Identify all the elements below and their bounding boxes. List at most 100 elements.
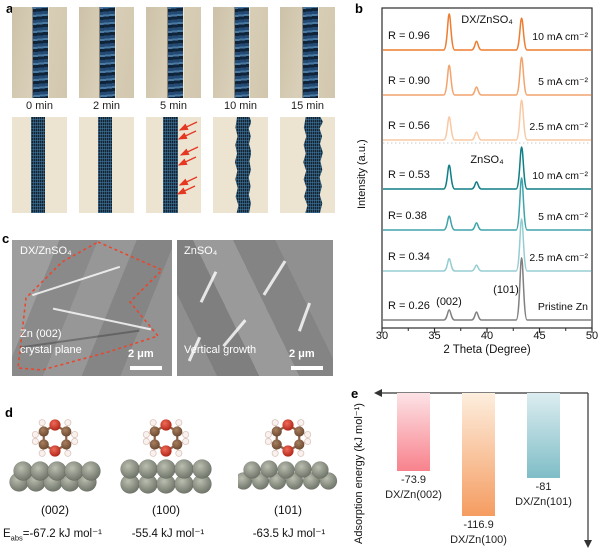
energy-category-label: DX/Zn(100) [450,534,507,546]
red-arrow-icon [178,121,198,131]
vertical-flake [262,260,287,296]
zn-strip [235,7,250,98]
electrode-photo-row1-2 [146,7,201,98]
dioxane-on-zn-model-(100) [120,419,212,494]
zn-strip [99,7,115,98]
red-arrow-icon [176,185,196,195]
electrode-photo-row2-3 [213,117,268,213]
facet-label: (101) [273,503,302,517]
xrd-group1-title: DX/ZnSO₄ [461,14,513,26]
xrd-group2-title: ZnSO₄ [470,154,504,166]
energy-value-label: -116.9 [463,519,494,531]
time-label: 2 min [93,100,120,112]
time-label: 5 min [160,100,187,112]
sem-left-annotation-1: Zn (002) [20,328,62,340]
zn-strip [303,117,323,213]
zn-strip [234,117,252,213]
scale-bar [291,366,323,370]
condition-label: 5 mA cm⁻² [538,76,588,88]
sem-right-annotation: Vertical growth [184,344,257,356]
peak-label-002: (002) [436,296,462,308]
zn002-plate-outline [17,241,164,371]
vertical-flake [297,302,311,332]
xrd-trace-4 [383,177,591,231]
energy-bar-DX/Zn(002) [397,393,430,471]
sem-right-scale-label: 2 μm [289,348,315,360]
xrd-xaxis-title: 2 Theta (Degree) [443,344,531,356]
xrd-trace-3 [383,146,591,190]
condition-label: 5 mA cm⁻² [538,211,588,223]
energy-yaxis-title: Adsorption energy (kJ mol⁻¹) [353,403,365,545]
panel-e-letter: e [351,386,359,401]
dendrite-arrows [176,121,199,195]
energy-bar-DX/Zn(100) [462,393,495,516]
xrd-trace-5 [383,218,591,272]
panel-b-letter: b [355,1,363,16]
vertical-flake [222,319,247,347]
xrd-trace-0 [383,13,591,51]
energy-value-label: -81 [535,481,552,493]
red-arrow-icon [178,176,198,186]
sem-left-title: DX/ZnSO₄ [20,245,72,257]
xrd-yaxis-title: Intensity (a.u.) [356,139,368,210]
eabs-value-101: -63.5 kJ mol⁻¹ [252,528,326,540]
r-value-label: R = 0.90 [388,75,430,87]
electrode-photo-row1-4 [280,7,335,98]
electrode-photo-row2-0 [12,117,67,213]
dioxane-on-zn-model-(101) [238,419,338,490]
dioxane-on-zn-model-(002) [9,419,101,492]
sem-left-annotation-2: crystal plane [20,344,82,356]
panel-a-letter: a [6,1,14,16]
zn-strip [97,117,112,213]
electrode-photo-row1-3 [213,7,268,98]
red-arrow-icon [179,146,199,156]
xaxis-tick-label: 30 [375,330,389,342]
r-value-label: R = 0.34 [388,251,430,263]
energy-category-label: DX/Zn(002) [385,489,442,501]
energy-value-label: -73.9 [400,474,427,486]
energy-bar-DX/Zn(101) [527,393,560,478]
condition-label: 10 mA cm⁻² [532,170,588,182]
panel-c-letter: c [2,231,10,246]
eabs-value-002: Eabs=-67.2 kJ mol⁻¹ [3,528,103,543]
sem-left-scale-label: 2 μm [128,348,154,360]
time-label: 10 min [223,100,258,112]
electrode-photo-row1-1 [79,7,134,98]
xrd-trace-1 [383,56,591,96]
xaxis-tick-label: 35 [428,330,441,342]
eabs-value-100: -55.4 kJ mol⁻¹ [131,528,205,540]
xaxis-tick-label: 50 [585,330,599,342]
xaxis-tick-label: 40 [480,330,494,342]
electrode-photo-row2-2 [146,117,201,213]
sem-right-title: ZnSO₄ [184,245,218,257]
facet-label: (002) [40,503,69,517]
electrode-photo-row1-0 [12,7,67,98]
vertical-flake [199,271,218,303]
xrd-trace-2 [383,99,591,141]
red-arrow-icon [177,130,197,140]
electrode-photo-row2-1 [79,117,134,213]
scale-bar [130,366,162,370]
xrd-trace-6 [383,257,591,321]
condition-label: 10 mA cm⁻² [532,31,588,43]
xaxis-tick-label: 45 [533,330,546,342]
electrode-photo-row2-4 [280,117,335,213]
zn-strip [162,117,178,213]
peak-label-101: (101) [493,284,519,296]
red-arrow-icon [177,156,197,166]
xrd-plot [381,7,593,333]
sem-image-dx-znso4: DX/ZnSO₄ Zn (002) crystal plane 2 μm [12,240,172,376]
energy-category-label: DX/Zn(101) [515,496,572,508]
zn-strip [30,117,45,213]
zn-strip [168,7,183,98]
time-label: 15 min [290,100,325,112]
panel-d-letter: d [5,405,13,420]
r-value-label: R = 0.26 [388,300,430,312]
r-value-label: R= 0.38 [388,210,427,222]
zn-strip [303,7,319,98]
sem-image-znso4: ZnSO₄ Vertical growth 2 μm [177,240,333,376]
condition-label: 2.5 mA cm⁻² [529,252,588,264]
condition-label: Pristine Zn [537,301,588,313]
facet-label: (100) [151,503,180,517]
